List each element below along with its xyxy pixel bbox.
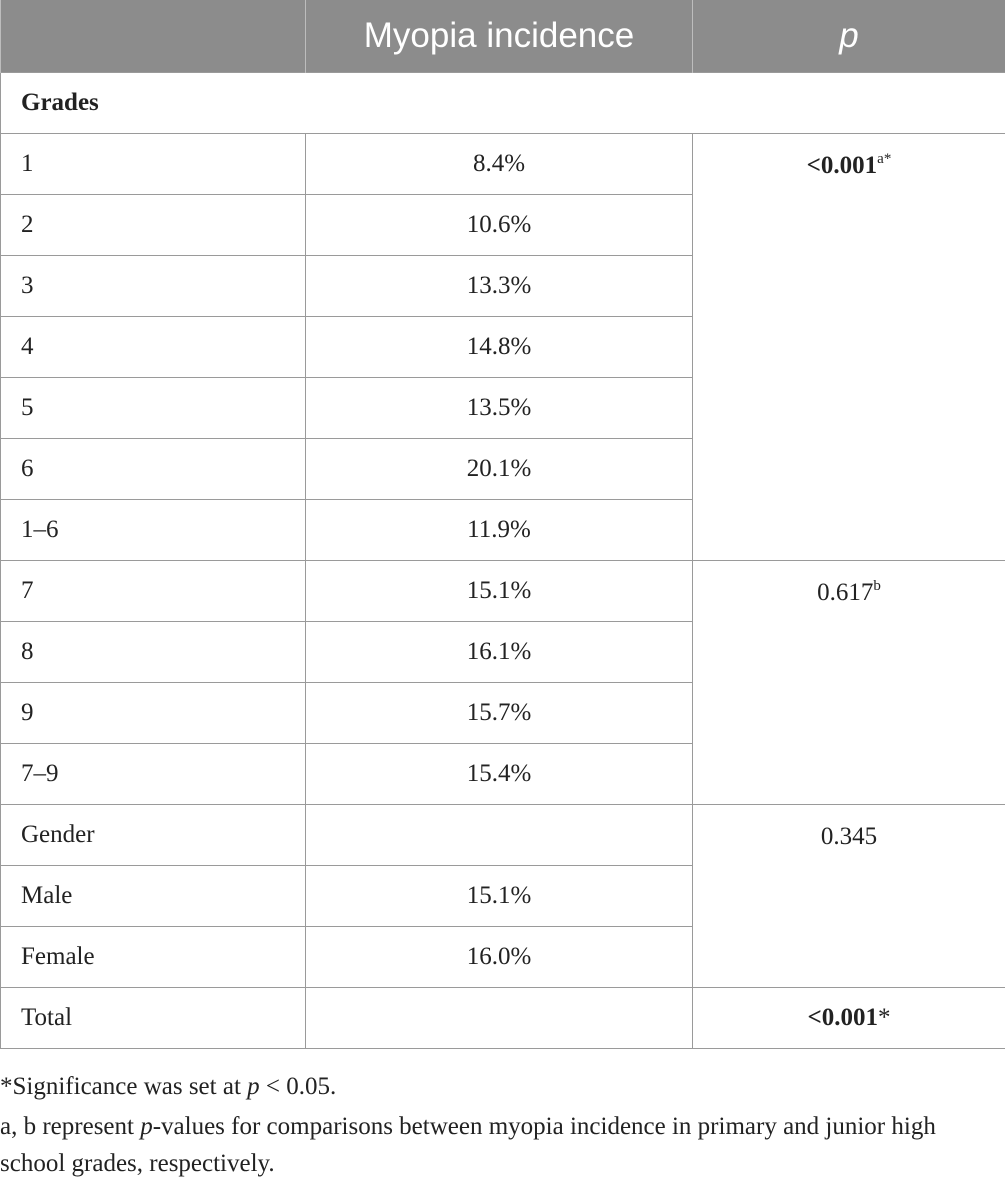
total-row: Total <0.001* (0, 987, 1005, 1049)
table-row: 7–9 15.4% (0, 743, 1005, 805)
header-row: Myopia incidence p (0, 0, 1005, 73)
myopia-incidence-table: Myopia incidence p Grades 1 8.4% <0.001a… (0, 0, 1005, 1049)
row-label: 9 (0, 682, 306, 744)
table-row: 1–6 11.9% (0, 499, 1005, 561)
footnote-text: -values for comparisons between myopia i… (0, 1113, 936, 1177)
row-value: 13.3% (305, 255, 693, 317)
row-label: Gender (0, 804, 306, 866)
row-label: Total (0, 987, 306, 1049)
section-row-grades: Grades (0, 72, 1005, 134)
row-value: 11.9% (305, 499, 693, 561)
p-value-text: <0.001 (807, 1004, 879, 1031)
footnote-significance: *Significance was set at p < 0.05. (0, 1068, 1000, 1105)
header-myopia-incidence: Myopia incidence (305, 0, 693, 73)
table-row: 4 14.8% (0, 316, 1005, 378)
footnote-text: *Significance was set at (0, 1073, 248, 1100)
footnote-ab: a, b represent p-values for comparisons … (0, 1108, 1000, 1182)
row-label: 1 (0, 133, 306, 195)
p-value-text: <0.001 (806, 152, 878, 179)
p-value-gender: 0.345 (692, 804, 1005, 988)
p-value-sup: a* (877, 151, 892, 167)
row-value: 16.1% (305, 621, 693, 683)
row-label: 6 (0, 438, 306, 500)
table-row: 2 10.6% (0, 194, 1005, 256)
row-value: 20.1% (305, 438, 693, 500)
p-value-text: 0.617 (817, 579, 874, 606)
row-label: Female (0, 926, 306, 988)
row-label: 2 (0, 194, 306, 256)
row-value: 14.8% (305, 316, 693, 378)
header-empty (0, 0, 306, 73)
table-row: Female 16.0% (0, 926, 1005, 988)
row-label: 8 (0, 621, 306, 683)
header-p: p (692, 0, 1005, 73)
section-label: Grades (0, 72, 1005, 134)
row-value: 10.6% (305, 194, 693, 256)
row-label: 5 (0, 377, 306, 439)
table-row: 3 13.3% (0, 255, 1005, 317)
table-row: 1 8.4% <0.001a* (0, 133, 1005, 561)
row-value: 15.4% (305, 743, 693, 805)
row-label: 4 (0, 316, 306, 378)
row-label: 1–6 (0, 499, 306, 561)
footnote-italic: p (247, 1073, 260, 1100)
footnote-italic: p (140, 1113, 153, 1140)
row-label: 7–9 (0, 743, 306, 805)
table-row: 9 15.7% (0, 682, 1005, 744)
footnote-text: < 0.05. (259, 1073, 337, 1100)
p-value-sup: b (873, 578, 881, 594)
row-value (305, 987, 693, 1049)
row-label: 7 (0, 560, 306, 622)
row-label: 3 (0, 255, 306, 317)
row-value: 8.4% (305, 133, 693, 195)
table-footnotes: *Significance was set at p < 0.05. a, b … (0, 1068, 1000, 1182)
footnote-text: a, b represent (0, 1113, 141, 1140)
row-value (305, 804, 693, 866)
row-value: 15.7% (305, 682, 693, 744)
row-value: 16.0% (305, 926, 693, 988)
row-value: 15.1% (305, 560, 693, 622)
row-value: 15.1% (305, 865, 693, 927)
table-row: 8 16.1% (0, 621, 1005, 683)
table-row: Gender 0.345 (0, 804, 1005, 988)
p-value-junior: 0.617b (692, 560, 1005, 805)
row-value: 13.5% (305, 377, 693, 439)
p-value-suffix: * (878, 1004, 891, 1031)
table-row: 7 15.1% 0.617b (0, 560, 1005, 805)
p-value-primary: <0.001a* (692, 133, 1005, 561)
p-value-total: <0.001* (692, 987, 1005, 1049)
row-label: Male (0, 865, 306, 927)
